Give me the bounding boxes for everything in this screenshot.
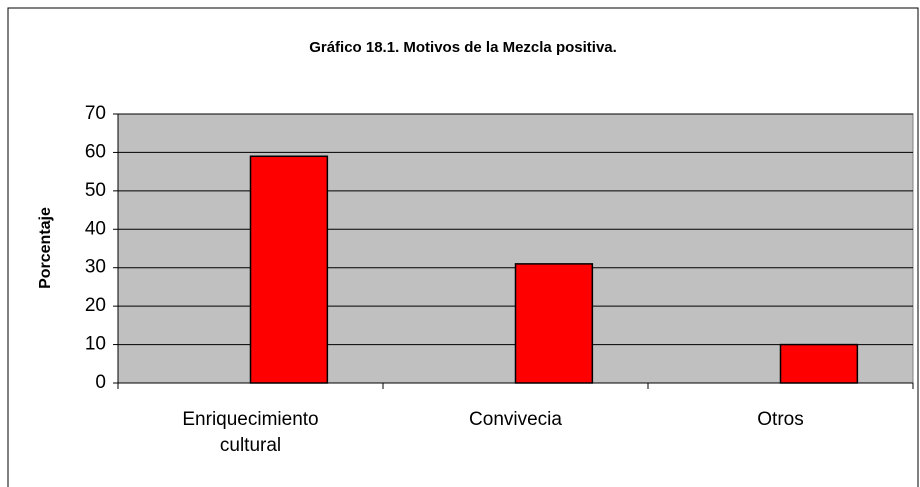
bar <box>249 155 329 384</box>
chart-title: Gráfico 18.1. Motivos de la Mezcla posit… <box>309 39 617 56</box>
y-tick-label: 70 <box>85 103 106 124</box>
y-axis-label: Porcentaje <box>37 207 54 289</box>
y-tick-label: 40 <box>85 218 106 239</box>
y-tick-label: 10 <box>85 334 106 355</box>
x-tick-label: Convivecia <box>469 409 562 430</box>
y-tick-label: 50 <box>85 180 106 201</box>
y-tick-label: 20 <box>85 295 106 316</box>
bar <box>514 263 594 384</box>
bar <box>779 343 859 384</box>
y-tick-label: 60 <box>85 141 106 162</box>
x-tick-label: Otros <box>757 409 804 430</box>
y-tick-label: 0 <box>95 372 106 393</box>
x-tick-label: Enriquecimiento cultural <box>182 409 319 456</box>
y-tick-label: 30 <box>85 257 106 278</box>
